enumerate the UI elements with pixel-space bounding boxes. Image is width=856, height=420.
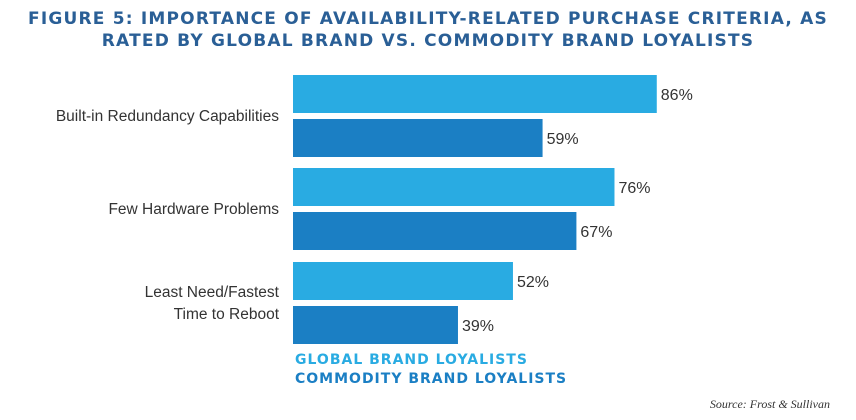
category-label: Few Hardware Problems	[108, 201, 279, 218]
data-label: 59%	[547, 131, 579, 148]
legend-entry: COMMODITY BRAND LOYALISTS	[295, 371, 567, 387]
bar-commodity	[293, 119, 543, 157]
chart-title-line-2: RATED BY GLOBAL BRAND VS. COMMODITY BRAN…	[101, 31, 755, 51]
data-label: 67%	[580, 224, 612, 241]
bar-global	[293, 262, 513, 300]
category-label: Time to Reboot	[174, 306, 280, 323]
bar-commodity	[293, 306, 458, 344]
source-note: Source: Frost & Sullivan	[709, 397, 830, 411]
chart-title-line-1: FIGURE 5: IMPORTANCE OF AVAILABILITY-REL…	[28, 9, 828, 29]
category-label: Built-in Redundancy Capabilities	[56, 108, 279, 125]
bar-commodity	[293, 212, 577, 250]
data-label: 76%	[618, 180, 650, 197]
chart-title: FIGURE 5: IMPORTANCE OF AVAILABILITY-REL…	[0, 8, 856, 52]
legend-entry: GLOBAL BRAND LOYALISTS	[295, 352, 528, 368]
data-label: 52%	[517, 274, 549, 291]
data-label: 86%	[661, 87, 693, 104]
data-label: 39%	[462, 318, 494, 335]
category-label: Least Need/Fastest	[145, 284, 280, 301]
bar-global	[293, 168, 615, 206]
bar-global	[293, 75, 657, 113]
